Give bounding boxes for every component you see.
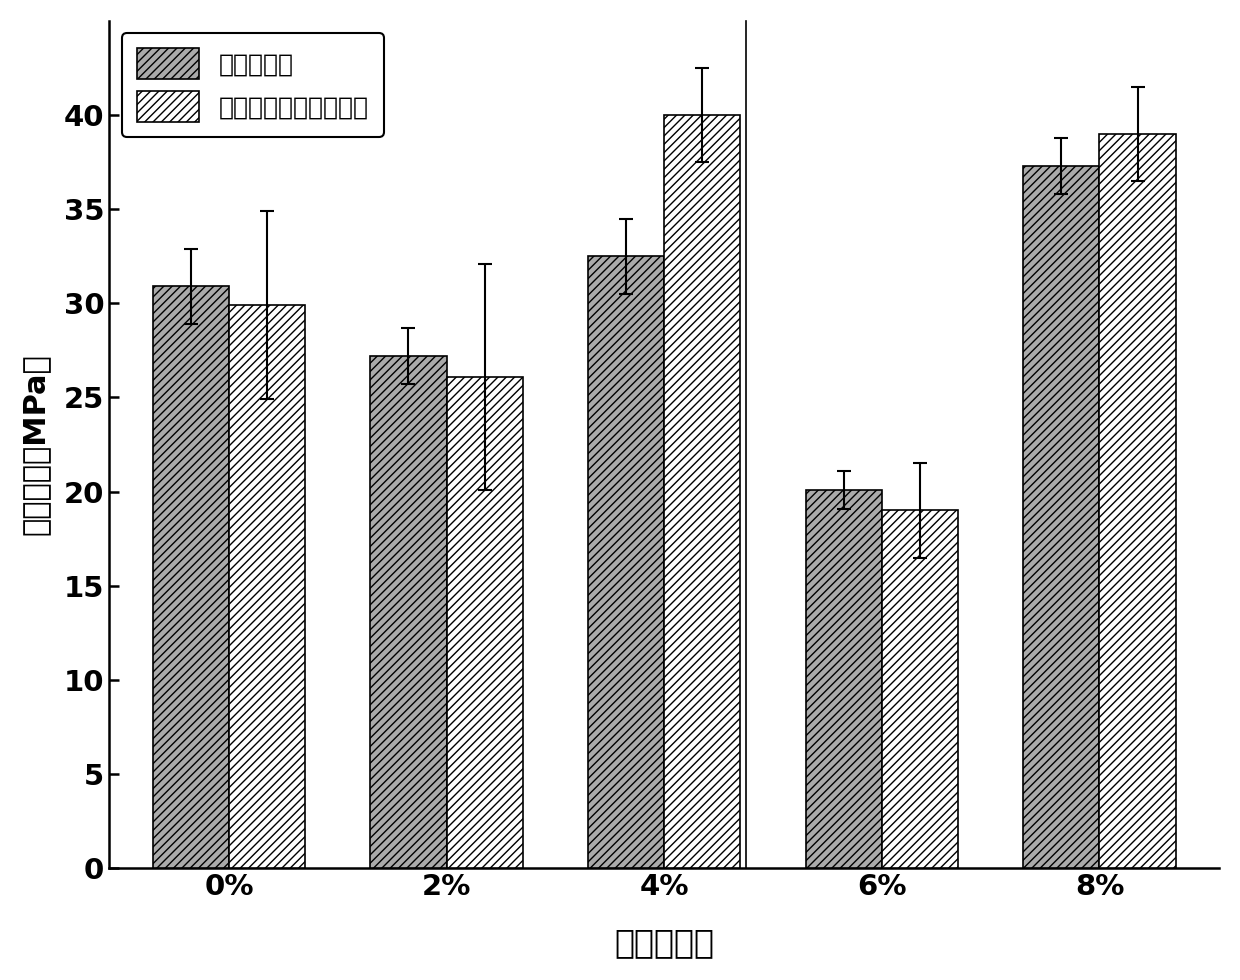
Bar [153,286,229,868]
Bar [446,376,523,868]
Bar [229,305,305,868]
Bar [588,256,665,868]
Bar [665,115,740,868]
Legend: 在水中养护, 在硫酸酸盐溶液中养护: 在水中养护, 在硫酸酸盐溶液中养护 [122,33,384,137]
X-axis label: 秸秆灰掺量: 秸秆灰掺量 [614,926,714,959]
Bar [371,356,446,868]
Y-axis label: 抗压强度（MPa）: 抗压强度（MPa） [21,354,50,535]
Bar [1023,166,1100,868]
Bar [806,490,882,868]
Bar [1100,134,1176,868]
Bar [882,511,959,868]
